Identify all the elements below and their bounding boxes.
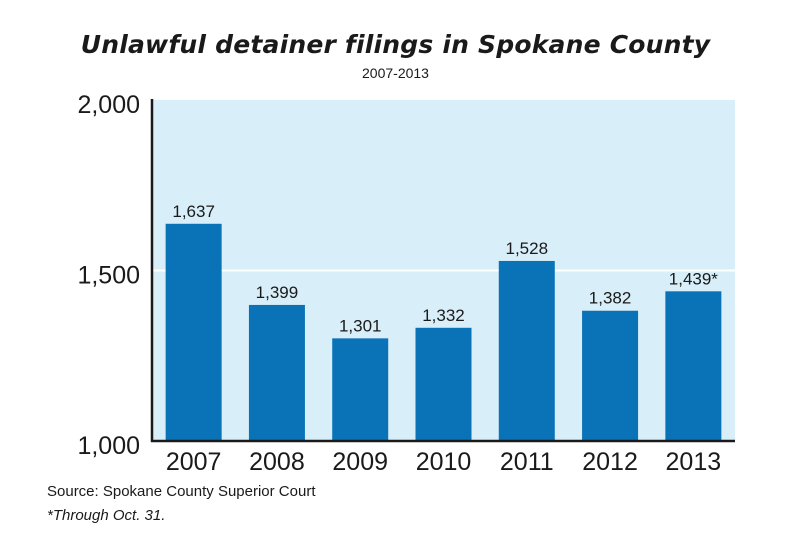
chart-title: Unlawful detainer filings in Spokane Cou… <box>80 30 711 59</box>
data-label-2011: 1,528 <box>506 239 549 258</box>
data-label-2012: 1,382 <box>589 289 632 308</box>
x-tick-label-2009: 2009 <box>332 448 388 476</box>
source-note: Source: Spokane County Superior Court <box>47 483 316 500</box>
y-tick-label-2: 2,000 <box>77 91 140 119</box>
data-label-2010: 1,332 <box>422 306 465 325</box>
bar-2013 <box>665 291 722 441</box>
x-tick-label-2010: 2010 <box>416 448 472 476</box>
bar-2010 <box>415 327 472 441</box>
data-label-2013: 1,439* <box>669 269 719 288</box>
x-tick-label-2007: 2007 <box>166 448 222 476</box>
y-tick-label-0: 1,000 <box>77 432 140 460</box>
data-label-2009: 1,301 <box>339 316 382 335</box>
bar-2011 <box>498 260 555 441</box>
bar-2008 <box>248 304 305 441</box>
chart-subtitle: 2007-2013 <box>362 65 429 81</box>
data-label-2008: 1,399 <box>256 283 299 302</box>
bar-2007 <box>165 223 222 441</box>
bar-2012 <box>582 310 639 441</box>
x-tick-label-2013: 2013 <box>666 448 722 476</box>
x-tick-label-2011: 2011 <box>500 448 554 476</box>
footnote: *Through Oct. 31. <box>47 507 166 524</box>
y-tick-label-1: 1,500 <box>77 262 140 290</box>
x-tick-label-2008: 2008 <box>249 448 305 476</box>
x-tick-label-2012: 2012 <box>582 448 638 476</box>
bar-2009 <box>332 338 389 441</box>
data-label-2007: 1,637 <box>172 202 215 221</box>
